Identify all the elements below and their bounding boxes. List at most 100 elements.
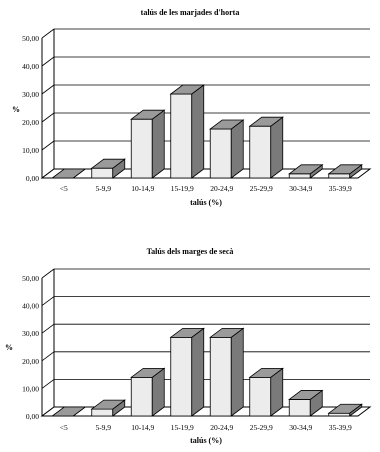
- x-tick-label: 30-34,9: [289, 184, 312, 193]
- bar-top: [130, 109, 166, 120]
- bar: [327, 164, 363, 179]
- bar-top: [90, 399, 126, 410]
- y-axis-label: %: [12, 105, 20, 114]
- bar-front: [288, 173, 311, 179]
- bar-front: [170, 336, 193, 417]
- y-tick-label: 30,00: [22, 90, 39, 99]
- bar-front: [209, 336, 232, 417]
- chart-title: Talús dels marges de secà: [146, 247, 234, 256]
- bar: [248, 116, 284, 179]
- bar-top: [288, 390, 324, 400]
- bar-front: [91, 408, 114, 417]
- bar-side: [191, 84, 205, 179]
- bar-top: [90, 158, 126, 169]
- y-tick-label: 0,00: [26, 174, 39, 183]
- bar-top: [209, 327, 245, 338]
- bar-top: [248, 367, 284, 378]
- y-tick-label: 40,00: [22, 62, 39, 71]
- bar-front: [130, 118, 153, 179]
- bar-top: [327, 164, 363, 175]
- gridline-depth: [41, 323, 55, 334]
- gridline-depth: [41, 112, 55, 123]
- y-tick-label: 50,00: [22, 274, 39, 283]
- gridline-depth: [41, 379, 55, 389]
- gridline-depth: [41, 351, 55, 362]
- chart-2: Talús dels marges de secà 0,00 10,00 20,00…: [0, 226, 380, 452]
- y-axis-label: %: [5, 343, 13, 352]
- x-tick-label: 20-24,9: [210, 184, 233, 193]
- bar-front: [170, 93, 193, 179]
- bar-front: [249, 376, 272, 417]
- bar-top: [209, 119, 245, 130]
- y-tick-label: 30,00: [22, 329, 39, 338]
- bar-top: [169, 327, 205, 338]
- bar-top: [327, 403, 363, 414]
- bar-side: [270, 116, 284, 179]
- bar-front: [328, 412, 351, 417]
- gridline-depth: [41, 140, 55, 151]
- x-tick-label: <5: [60, 184, 68, 193]
- x-tick-label: 35-39,9: [329, 184, 352, 193]
- bar-front: [288, 399, 311, 417]
- gridline-depth: [41, 28, 55, 39]
- y-tick-label: 20,00: [22, 357, 39, 366]
- gridline-depth: [41, 268, 55, 279]
- x-axis-label: talús (%): [190, 198, 222, 207]
- bar: [288, 389, 324, 417]
- bar-top: [51, 168, 87, 179]
- bar-front: [249, 125, 272, 179]
- bar-side: [230, 119, 244, 179]
- x-tick-label: 5-9,9: [95, 423, 111, 432]
- bar-top: [51, 406, 87, 417]
- y-tick-label: 10,00: [22, 384, 39, 393]
- y-tick-label: 0,00: [26, 412, 39, 421]
- x-tick-label: 15-19,9: [171, 423, 194, 432]
- bar-front: [209, 128, 232, 179]
- gridline-depth: [41, 56, 55, 67]
- x-tick-label: 25-29,9: [250, 184, 273, 193]
- x-tick-label: 20-24,9: [210, 423, 233, 432]
- y-tick-label: 20,00: [22, 118, 39, 127]
- chart-title: talús de les marjades d'horta: [140, 8, 240, 17]
- x-tick-label: 15-19,9: [171, 184, 194, 193]
- bar-front: [130, 376, 153, 417]
- x-tick-label: 30-34,9: [289, 423, 312, 432]
- x-axis-label: talús (%): [190, 436, 222, 445]
- x-tick-label: 35-39,9: [329, 423, 352, 432]
- x-tick-label: <5: [60, 423, 68, 432]
- gridline-depth: [41, 84, 55, 95]
- bar-top: [288, 164, 324, 175]
- x-tick-label: 10-14,9: [131, 423, 154, 432]
- chart-1: talús de les marjades d'horta 0,00 10,00 2…: [12, 8, 372, 207]
- bar-front: [91, 167, 114, 179]
- x-tick-label: 25-29,9: [250, 423, 273, 432]
- bar-top: [169, 84, 205, 95]
- bar: [169, 327, 205, 417]
- x-tick-label: 5-9,9: [95, 184, 111, 193]
- bar: [51, 168, 87, 179]
- y-tick-label: 10,00: [22, 146, 39, 155]
- bar: [130, 109, 166, 179]
- gridline-depth: [41, 296, 55, 306]
- bar-top: [248, 116, 284, 127]
- bar: [209, 119, 245, 179]
- bar-side: [151, 109, 165, 179]
- bar-front: [328, 173, 351, 179]
- y-tick-label: 40,00: [22, 302, 39, 311]
- bar: [248, 367, 284, 417]
- bar: [288, 164, 324, 179]
- bar-side: [191, 327, 205, 417]
- bar: [130, 367, 166, 417]
- y-tick-label: 50,00: [22, 34, 39, 43]
- bar: [327, 403, 363, 417]
- bar-side: [230, 327, 244, 417]
- x-tick-label: 10-14,9: [131, 184, 154, 193]
- bar-chart-svg: 0,00 10,00 20,00 30,00 40,00 50,00% <5 5-9,9 10-…: [5, 268, 372, 445]
- bar: [51, 406, 87, 417]
- bar: [169, 84, 205, 179]
- bar-chart-svg: 0,00 10,00 20,00 30,00 40,00 50,00% <5 5-9,9 10-…: [12, 28, 372, 207]
- bar: [90, 158, 126, 179]
- bar-top: [130, 367, 166, 378]
- bar: [209, 327, 245, 417]
- bar: [90, 399, 126, 417]
